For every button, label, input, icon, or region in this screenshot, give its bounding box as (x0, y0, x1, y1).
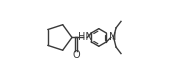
Text: HN: HN (78, 32, 92, 42)
Text: N: N (108, 32, 116, 42)
Text: O: O (72, 50, 80, 60)
